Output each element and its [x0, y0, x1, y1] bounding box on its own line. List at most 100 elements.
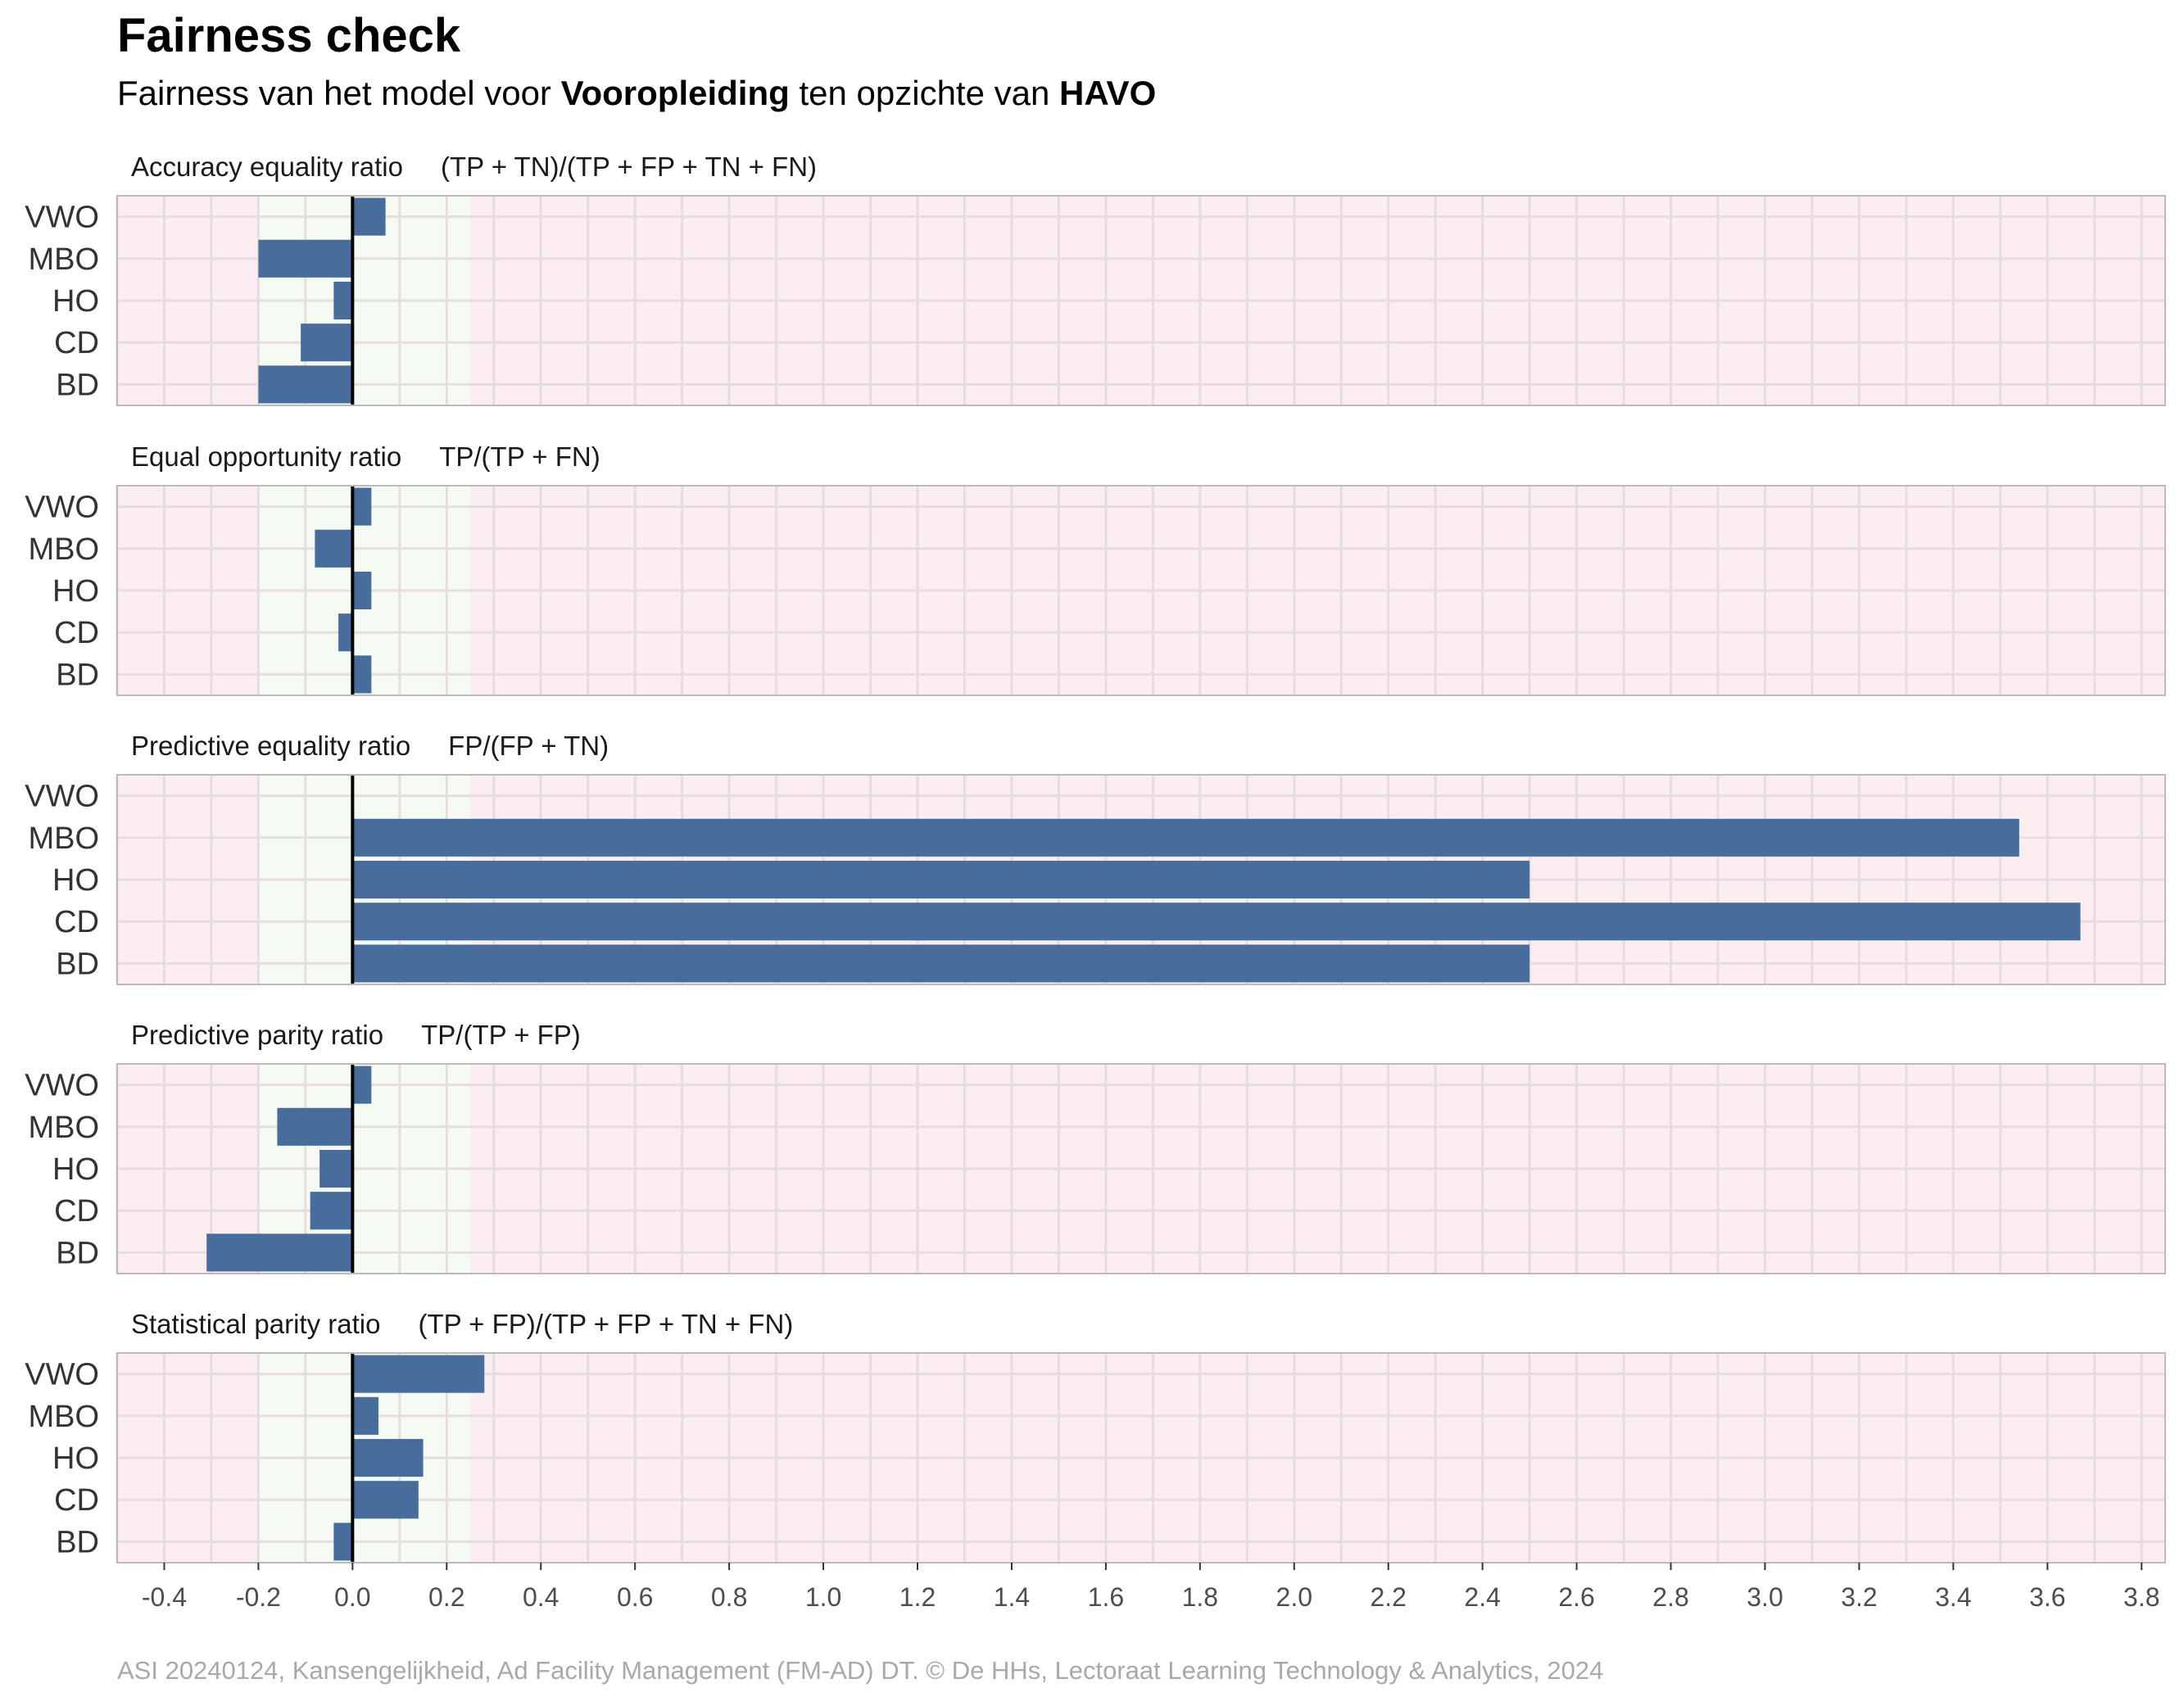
panel-title: Predictive parity ratio — [131, 1020, 383, 1050]
x-tick-label: 0.4 — [523, 1582, 559, 1612]
bar-mbo — [258, 239, 353, 278]
category-label: VWO — [25, 1069, 99, 1103]
bar-bd — [352, 655, 372, 694]
category-label: CD — [54, 326, 99, 360]
panel-title: Equal opportunity ratio — [131, 441, 401, 472]
category-label: HO — [52, 1441, 99, 1476]
bar-bd — [206, 1233, 353, 1272]
subtitle-reference: HAVO — [1059, 74, 1157, 112]
category-label: CD — [54, 905, 99, 939]
bar-ho — [352, 571, 372, 610]
panel-border — [116, 774, 2166, 985]
category-label: HO — [52, 863, 99, 898]
category-label: MBO — [28, 1400, 99, 1434]
bar-cd — [301, 324, 353, 362]
panel-border — [116, 195, 2166, 406]
panel-title: Statistical parity ratio — [131, 1309, 380, 1339]
bar-vwo — [352, 1066, 372, 1104]
category-label: VWO — [25, 491, 99, 525]
x-tick-label: 3.0 — [1747, 1582, 1783, 1612]
bar-vwo — [352, 197, 386, 236]
category-label: HO — [52, 1152, 99, 1187]
x-axis: -0.4 -0.2 0.0 0.2 0.4 0.6 0.8 1.0 1.2 1.4 1.6 1.8 2.… — [142, 1563, 2160, 1612]
panel-formula: (TP + TN)/(TP + FP + TN + FN) — [441, 152, 817, 182]
bar-cd — [352, 903, 2081, 941]
category-label: HO — [52, 574, 99, 609]
x-tick-label: 2.2 — [1370, 1582, 1406, 1612]
category-label: BD — [56, 658, 99, 692]
bar-bd — [352, 944, 1530, 983]
x-tick-label: 0.2 — [428, 1582, 464, 1612]
bar-mbo — [277, 1107, 353, 1146]
bar-vwo — [352, 1355, 485, 1393]
x-tick-label: -0.4 — [142, 1582, 187, 1612]
x-tick-label: 0.8 — [711, 1582, 747, 1612]
panel-border — [116, 1063, 2166, 1274]
bar-cd — [352, 1481, 419, 1519]
panel-title: Predictive equality ratio — [131, 731, 410, 761]
x-tick-label: 3.8 — [2123, 1582, 2159, 1612]
x-tick-label: 1.2 — [899, 1582, 936, 1612]
bar-ho — [333, 281, 353, 320]
x-tick-label: 2.8 — [1652, 1582, 1688, 1612]
x-tick-label: 1.8 — [1182, 1582, 1218, 1612]
chart-title: Fairness check — [117, 9, 461, 62]
panel-0: Accuracy equality ratio (TP + TN)/(TP + F… — [25, 152, 2166, 406]
bar-cd — [338, 613, 353, 652]
chart-subtitle: Fairness van het model voor Vooropleidin… — [117, 74, 1156, 113]
bar-bd — [333, 1523, 353, 1561]
category-label: VWO — [25, 780, 99, 814]
panel-1: Equal opportunity ratio TP/(TP + FN) VWO MB… — [25, 441, 2166, 696]
bar-mbo — [315, 529, 353, 568]
category-label: VWO — [25, 1358, 99, 1392]
x-tick-label: 3.2 — [1841, 1582, 1877, 1612]
category-label: MBO — [28, 532, 99, 567]
panel-3: Predictive parity ratio TP/(TP + FP) VWO MB… — [25, 1020, 2166, 1274]
panel-border — [116, 485, 2166, 696]
category-label: MBO — [28, 1111, 99, 1145]
bar-ho — [319, 1149, 353, 1188]
category-label: BD — [56, 1525, 99, 1559]
subtitle-middle: ten opzichte van — [789, 74, 1060, 112]
x-tick-label: -0.2 — [236, 1582, 281, 1612]
category-label: CD — [54, 1483, 99, 1518]
x-tick-label: 2.6 — [1558, 1582, 1594, 1612]
bar-ho — [352, 860, 1530, 899]
panel-border — [116, 1352, 2166, 1563]
bar-ho — [352, 1438, 424, 1477]
subtitle-group: Vooropleiding — [560, 74, 790, 112]
category-label: CD — [54, 1194, 99, 1229]
bar-mbo — [352, 1396, 378, 1435]
x-tick-label: 2.0 — [1276, 1582, 1312, 1612]
subtitle-prefix: Fairness van het model voor — [117, 74, 561, 112]
x-tick-label: 3.4 — [1935, 1582, 1971, 1612]
category-label: BD — [56, 1236, 99, 1270]
category-label: CD — [54, 616, 99, 650]
category-label: MBO — [28, 821, 99, 856]
x-tick-label: 1.4 — [994, 1582, 1030, 1612]
category-label: BD — [56, 368, 99, 402]
x-tick-label: 1.6 — [1088, 1582, 1124, 1612]
x-tick-label: 0.6 — [617, 1582, 653, 1612]
panel-formula: FP/(FP + TN) — [448, 731, 609, 761]
panel-title: Accuracy equality ratio — [131, 152, 403, 182]
chart-caption: ASI 20240124, Kansengelijkheid, Ad Facil… — [117, 1656, 1604, 1685]
category-label: BD — [56, 947, 99, 981]
panel-formula: TP/(TP + FN) — [439, 441, 600, 472]
panel-formula: TP/(TP + FP) — [421, 1020, 581, 1050]
panel-formula: (TP + FP)/(TP + FP + TN + FN) — [418, 1309, 793, 1339]
category-label: HO — [52, 284, 99, 319]
bar-cd — [310, 1192, 353, 1230]
x-tick-label: 0.0 — [334, 1582, 370, 1612]
panel-2: Predictive equality ratio FP/(FP + TN) VWO… — [25, 731, 2166, 985]
bar-bd — [258, 365, 353, 404]
bar-vwo — [352, 487, 372, 526]
bar-mbo — [352, 818, 2019, 857]
category-label: VWO — [25, 201, 99, 235]
panel-4: Statistical parity ratio (TP + FP)/(TP + … — [25, 1309, 2166, 1563]
category-label: MBO — [28, 242, 99, 277]
x-tick-label: 1.0 — [805, 1582, 841, 1612]
x-tick-label: 3.6 — [2029, 1582, 2065, 1612]
